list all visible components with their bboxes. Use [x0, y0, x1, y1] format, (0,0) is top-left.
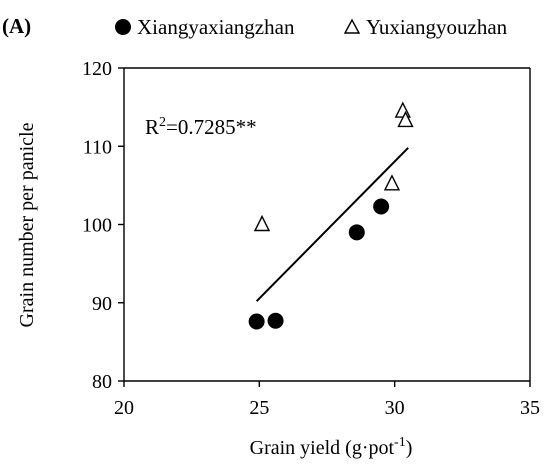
data-point-circle — [267, 312, 284, 329]
y-tick-label: 110 — [83, 136, 112, 158]
y-ticks: 80 90 100 110 120 — [82, 58, 124, 393]
data-points — [248, 101, 414, 330]
x-tick-label: 35 — [520, 397, 540, 419]
x-ticks: 20 25 30 35 — [114, 381, 540, 419]
data-point-circle — [373, 198, 390, 215]
data-point-circle — [348, 224, 365, 241]
y-tick-label: 100 — [82, 215, 112, 237]
legend-label-yuxiangyouzhan: Yuxiangyouzhan — [366, 15, 508, 39]
r-squared-annotation: R2=0.7285** — [145, 115, 257, 139]
panel-label: (A) — [2, 14, 31, 38]
legend-marker-xiangyaxiangzhan — [115, 19, 131, 35]
y-tick-label: 120 — [82, 58, 112, 80]
trendline — [255, 147, 409, 302]
data-point-triangle — [397, 110, 414, 128]
x-tick-label: 20 — [114, 397, 134, 419]
data-point-triangle — [383, 174, 401, 191]
y-axis-title: Grain number per panicle — [16, 122, 38, 327]
y-tick-label: 90 — [92, 293, 112, 315]
x-tick-label: 30 — [385, 397, 405, 419]
legend-label-xiangyaxiangzhan: Xiangyaxiangzhan — [137, 15, 295, 39]
y-tick-label: 80 — [92, 371, 112, 393]
data-point-circle — [248, 313, 265, 330]
legend: Xiangyaxiangzhan Yuxiangyouzhan — [115, 15, 508, 39]
x-axis-title: Grain yield (g·pot-1) — [250, 435, 413, 459]
x-tick-label: 25 — [249, 397, 269, 419]
data-point-triangle — [253, 214, 271, 232]
data-point-triangle — [394, 101, 411, 118]
legend-marker-yuxiangyouzhan — [343, 18, 361, 34]
plot-area: 80 90 100 110 120 20 25 30 35 — [82, 58, 540, 419]
